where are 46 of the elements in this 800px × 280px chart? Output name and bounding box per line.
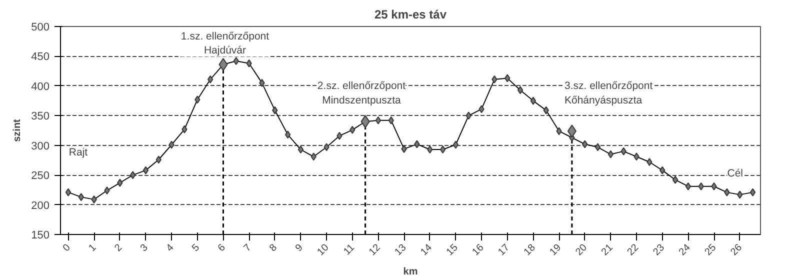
x-tick-label: 15 <box>444 242 461 258</box>
x-tick-label: 23 <box>651 242 668 258</box>
x-tick-label: 24 <box>677 242 694 258</box>
x-tick-label: 13 <box>392 242 409 258</box>
x-tick-label: 12 <box>367 242 384 258</box>
x-tick-label: 22 <box>625 242 642 258</box>
y-axis-title: szint <box>12 118 24 142</box>
x-tick-label: 1 <box>86 242 99 254</box>
y-tick-label: 200 <box>31 200 50 212</box>
annotation: Cél <box>727 167 744 180</box>
y-tick-label: 150 <box>31 230 50 242</box>
y-tick-label: 250 <box>31 170 50 182</box>
point <box>360 115 370 128</box>
y-tick-label: 500 <box>31 22 50 34</box>
x-tick-label: 3 <box>138 242 151 254</box>
x-tick-label: 17 <box>496 242 512 258</box>
x-tick-label: 26 <box>728 242 745 258</box>
x-tick-label: 6 <box>216 242 228 254</box>
x-tick-label: 19 <box>548 242 564 258</box>
x-tick-label: 9 <box>294 242 306 254</box>
y-tick-label: 350 <box>31 110 50 123</box>
chart-title: 25 km-es táv <box>374 8 447 22</box>
point <box>567 124 576 138</box>
x-tick-label: 20 <box>574 242 590 258</box>
x-tick-label: 21 <box>600 242 616 258</box>
x-tick-label: 2 <box>112 242 125 254</box>
annotation: 1.sz. ellenőrzőpont Hajdúvár <box>180 30 270 57</box>
x-tick-label: 0 <box>61 242 74 254</box>
x-tick-label: 7 <box>242 242 254 254</box>
x-tick-label: 25 <box>702 242 719 258</box>
x-tick-label: 10 <box>316 242 332 258</box>
x-tick-label: 16 <box>470 242 486 258</box>
point <box>218 58 228 72</box>
x-tick-label: 8 <box>268 242 280 254</box>
x-tick-label: 14 <box>418 242 435 258</box>
y-tick-label: 450 <box>31 51 50 64</box>
x-tick-label: 4 <box>164 242 176 254</box>
x-tick-label: 18 <box>522 242 538 258</box>
x-tick-label: 5 <box>190 242 202 254</box>
y-tick-label: 300 <box>31 140 50 152</box>
annotation: Rajt <box>68 146 88 159</box>
annotation: 3.sz. ellenőrzőpont Kőhányáspuszta <box>564 80 653 107</box>
x-axis-title: km <box>403 266 418 278</box>
x-tick-label: 11 <box>342 242 358 258</box>
y-tick-label: 400 <box>31 80 50 93</box>
annotation: 2.sz. ellenőrzőpont Mindszentpuszta <box>317 80 406 107</box>
